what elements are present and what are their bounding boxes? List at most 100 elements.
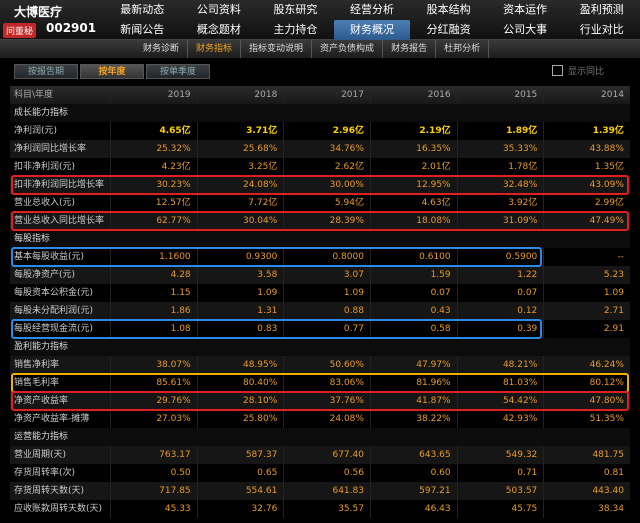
nav-item[interactable]: 经营分析	[350, 3, 395, 16]
cell: 24.08%	[196, 176, 284, 194]
cell: 1.59	[369, 266, 457, 284]
nav: 最新动态 公司资料 股东研究 经营分析 股本结构 资本运作 盈利预测新闻公告 概念题材 主力持仓…	[104, 0, 640, 40]
data-row: 营业总收入同比增长率 62.77% 30.04% 28.39% 18.08% 31.09%…	[10, 212, 630, 230]
nav-item[interactable]: 股东研究	[273, 3, 318, 16]
nav-item[interactable]: 概念题材	[196, 23, 241, 36]
row-label: 销售净利率	[14, 360, 60, 370]
cell: 0.07	[456, 284, 544, 302]
nav-item[interactable]: 新闻公告	[120, 23, 165, 36]
row-label: 每股未分配利润(元)	[14, 306, 94, 316]
row-label: 基本每股收益(元)	[14, 252, 85, 262]
cell: 12.95%	[369, 176, 457, 194]
data-row: 销售净利率 38.07% 48.95% 50.60% 47.97% 48.21% 46.24…	[10, 356, 630, 374]
cell: 62.77%	[110, 212, 197, 230]
cell: 2.19亿	[369, 122, 457, 140]
stock-info: 大博医疗 问董秘 002901	[0, 0, 104, 40]
row-label: 扣非净利润同比增长率	[14, 180, 105, 190]
data-row: 扣非净利润(元) 4.23亿 3.25亿 2.62亿 2.01亿 1.78亿 1.35亿	[10, 158, 630, 176]
header-row: 科目\年度 2019 2018 2017 2016 2015 2014	[10, 86, 630, 104]
sub-tab[interactable]: 财务诊断	[135, 40, 189, 58]
cell: 1.39亿	[543, 122, 630, 140]
nav-item[interactable]: 行业对比	[579, 23, 624, 36]
header-cell: 2017	[283, 86, 370, 104]
nav-item[interactable]: 财务概况	[333, 20, 411, 40]
data-row: 应收账款周转天数(天) 45.33 32.76 35.57 46.43 45.75 38.3…	[10, 500, 630, 518]
row-label: 扣非净利润(元)	[14, 162, 76, 172]
header-cell: 科目\年度	[14, 90, 54, 100]
nav-item[interactable]: 公司大事	[503, 23, 548, 36]
cell: 1.09	[283, 284, 370, 302]
cell: 38.34	[543, 500, 630, 518]
cell: 1.09	[543, 284, 630, 302]
data-row: 每股资本公积金(元) 1.15 1.09 1.09 0.07 0.07 1.09	[10, 284, 630, 302]
nav-item[interactable]: 股本结构	[426, 3, 471, 16]
data-row: 净资产收益率 29.76% 28.10% 37.76% 41.87% 54.42% 47.8…	[10, 392, 630, 410]
cell: 2.96亿	[283, 122, 370, 140]
period-tab[interactable]: 按单季度	[146, 64, 210, 79]
cell: 54.42%	[456, 392, 544, 410]
sub-tab[interactable]: 资产负债构成	[312, 40, 384, 58]
cell: 1.31	[196, 302, 284, 320]
cell: 5.94亿	[283, 194, 370, 212]
cell: 37.76%	[283, 392, 370, 410]
nav-item[interactable]: 分红融资	[426, 23, 471, 36]
nav-item[interactable]: 盈利预测	[579, 3, 624, 16]
highlight-box	[11, 211, 629, 231]
header-cell: 2014	[543, 86, 630, 104]
cell: 0.07	[369, 284, 457, 302]
period-tab[interactable]: 按报告期	[14, 64, 78, 79]
nav-row: 最新动态 公司资料 股东研究 经营分析 股本结构 资本运作 盈利预测	[104, 0, 640, 20]
data-row: 基本每股收益(元) 1.1600 0.9300 0.8000 0.6100 0.5900-…	[10, 248, 630, 266]
cell: 32.76	[196, 500, 284, 518]
nav-item[interactable]: 公司资料	[196, 3, 241, 16]
cell: 25.68%	[196, 140, 284, 158]
top-bar: 大博医疗 问董秘 002901 最新动态 公司资料 股东研究 经营分析 股本结构 资本运作…	[0, 0, 640, 40]
cell: 2.01亿	[369, 158, 457, 176]
cell: 481.75	[543, 446, 630, 464]
sub-tab[interactable]: 财务指标	[188, 40, 242, 58]
nav-row: 新闻公告 概念题材 主力持仓 财务概况 分红融资 公司大事 行业对比	[104, 20, 640, 40]
cell: 12.57亿	[110, 194, 197, 212]
cell: 1.1600	[110, 248, 197, 266]
sub-tab[interactable]: 杜邦分析	[436, 40, 490, 58]
cell: 641.83	[283, 482, 370, 500]
cell: 0.71	[456, 464, 544, 482]
cell: 5.23	[543, 266, 630, 284]
data-row: 净利润同比增长率 25.32% 25.68% 34.76% 16.35% 35.33% 43…	[10, 140, 630, 158]
section-row: 运营能力指标	[10, 428, 630, 446]
cell: 46.43	[369, 500, 457, 518]
cell: 3.92亿	[456, 194, 544, 212]
stock-code: 002901	[46, 21, 97, 35]
header-cell: 2016	[369, 86, 457, 104]
cell: 32.48%	[456, 176, 544, 194]
cell: 3.58	[196, 266, 284, 284]
row-label: 存货周转率(次)	[14, 468, 76, 478]
cell: 503.57	[456, 482, 544, 500]
cell: 46.24%	[543, 356, 630, 374]
cell: 85.61%	[110, 374, 197, 392]
cell: 0.83	[196, 320, 284, 338]
sub-tab[interactable]: 指标变动说明	[241, 40, 313, 58]
cell: 0.65	[196, 464, 284, 482]
cell: 3.71亿	[196, 122, 284, 140]
nav-item[interactable]: 主力持仓	[273, 23, 318, 36]
cell: 4.28	[110, 266, 197, 284]
data-row: 净利润(元) 4.65亿 3.71亿 2.96亿 2.19亿 1.89亿 1.39亿	[10, 122, 630, 140]
nav-item[interactable]: 资本运作	[503, 3, 548, 16]
nav-item[interactable]: 最新动态	[120, 3, 165, 16]
table: 科目\年度 2019 2018 2017 2016 2015 2014 成长能力指标 净利润(元…	[10, 86, 630, 518]
cell: 2.99亿	[543, 194, 630, 212]
data-row: 每股经营现金流(元) 1.08 0.83 0.77 0.58 0.39 2.91	[10, 320, 630, 338]
cell: 28.10%	[196, 392, 284, 410]
cell: 80.12%	[543, 374, 630, 392]
row-label: 每股资本公积金(元)	[14, 288, 94, 298]
checkbox[interactable]	[552, 65, 563, 76]
row-label: 营业总收入同比增长率	[14, 216, 105, 226]
sub-tab[interactable]: 财务报告	[383, 40, 437, 58]
ask-button[interactable]: 问董秘	[3, 23, 37, 38]
period-tab[interactable]: 按年度	[80, 64, 144, 79]
cell: 30.04%	[196, 212, 284, 230]
cell: 1.09	[196, 284, 284, 302]
cell: 30.23%	[110, 176, 197, 194]
cell: 35.33%	[456, 140, 544, 158]
